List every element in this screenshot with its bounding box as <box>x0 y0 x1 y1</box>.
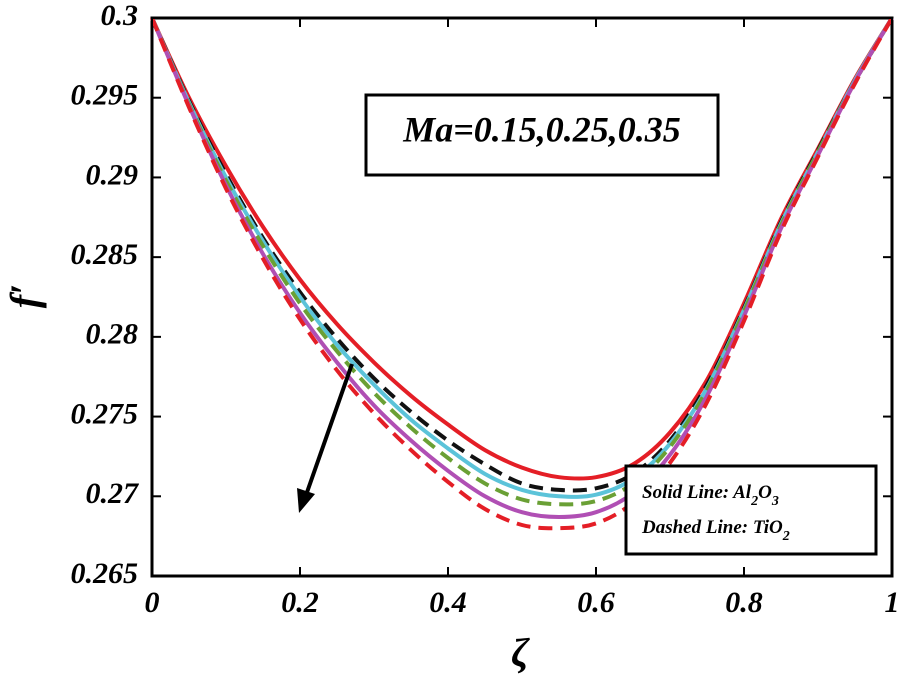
series-line-6 <box>150 17 894 531</box>
series-line-4 <box>150 16 894 507</box>
y-tick-label: 0.27 <box>86 477 140 510</box>
x-tick-label: 0.2 <box>281 586 319 619</box>
y-tick-label: 0.3 <box>101 0 139 32</box>
trend-arrow-line <box>303 363 354 499</box>
series-line-1 <box>150 16 894 481</box>
y-axis-label: f′ <box>2 284 47 309</box>
x-axis-label: ζ <box>511 630 530 675</box>
curves-group <box>150 16 894 531</box>
x-tick-label: 0.4 <box>429 586 467 619</box>
y-tick-label: 0.265 <box>71 557 139 590</box>
y-tick-label: 0.275 <box>71 397 139 430</box>
series-line-5 <box>150 16 894 520</box>
plot-frame <box>150 16 894 578</box>
x-tick-label: 1 <box>885 586 900 619</box>
legend-box <box>624 464 878 556</box>
y-tick-label: 0.295 <box>71 79 139 112</box>
y-tick-label: 0.285 <box>71 238 139 271</box>
trend-arrow-head <box>297 488 315 513</box>
legend-dashed-line: Dashed Line: TiO2 <box>641 517 790 544</box>
ma-annotation-box <box>364 93 720 177</box>
y-tick-label: 0.28 <box>86 318 139 351</box>
x-tick-label: 0 <box>145 586 160 619</box>
y-tick-label: 0.29 <box>86 158 139 191</box>
x-tick-label: 0.8 <box>725 586 763 619</box>
legend-solid-line: Solid Line: Al2O3 <box>642 482 779 509</box>
ticks-group: 0 0.2 0.4 0.6 0.8 1 0.3 0.295 0.29 0.285 0.28 0.275… <box>71 0 900 619</box>
x-tick-label: 0.6 <box>577 586 615 619</box>
ma-annotation-text: Ma=0.15,0.25,0.35 <box>402 109 681 149</box>
